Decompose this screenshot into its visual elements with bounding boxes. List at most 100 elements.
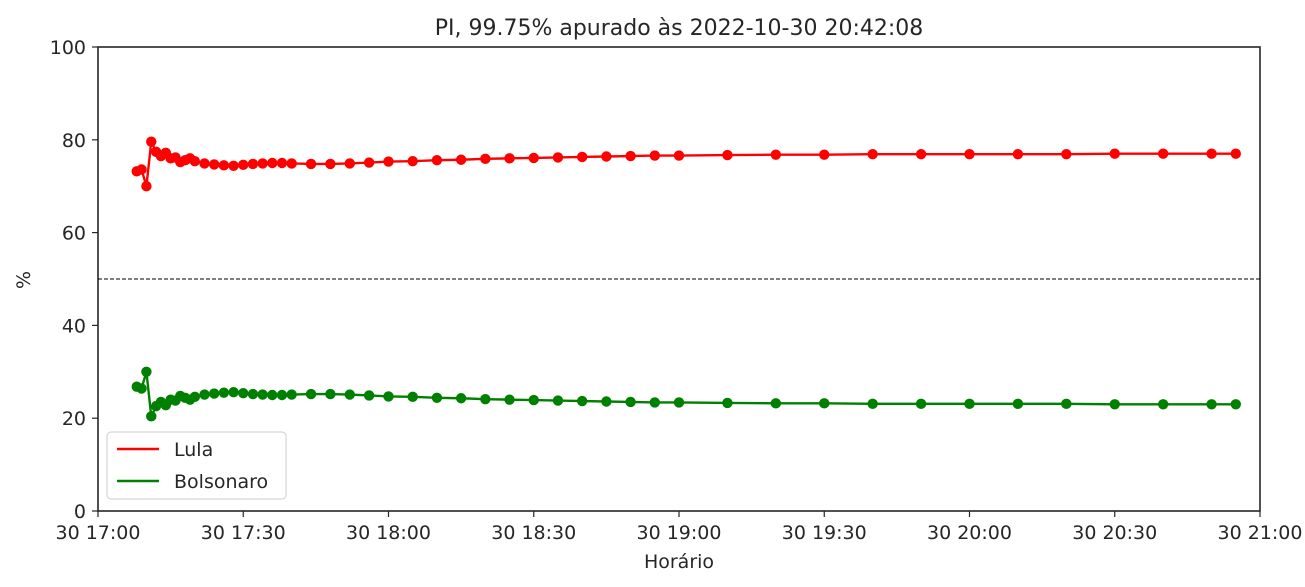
data-point-lula [257, 158, 268, 169]
data-point-lula [480, 153, 491, 165]
legend: Lula Bolsonaro [106, 431, 287, 500]
data-point-lula [407, 155, 418, 167]
data-point-bolsonaro [722, 397, 733, 409]
data-point-bolsonaro [601, 396, 612, 407]
data-point-bolsonaro [915, 398, 927, 410]
series-lula [131, 136, 1241, 192]
data-point-lula [238, 159, 249, 171]
y-axis-label: % [13, 271, 35, 289]
x-tick-label: 30 18:30 [491, 522, 576, 544]
x-tick-label: 30 17:00 [56, 522, 141, 544]
data-point-lula [305, 158, 317, 170]
legend-label-bolsonaro: Bolsonaro [174, 471, 268, 493]
data-point-bolsonaro [325, 388, 336, 400]
x-tick-label: 30 21:00 [1218, 522, 1303, 544]
data-point-lula [1230, 148, 1241, 159]
data-point-bolsonaro [209, 388, 220, 399]
data-point-bolsonaro [146, 411, 157, 422]
data-point-bolsonaro [199, 389, 210, 400]
data-point-lula [199, 158, 210, 169]
data-point-lula [625, 150, 636, 162]
data-point-lula [228, 160, 239, 171]
data-point-bolsonaro [455, 393, 467, 404]
data-point-bolsonaro [238, 387, 249, 399]
data-point-lula [964, 148, 975, 160]
data-point-bolsonaro [1157, 399, 1169, 410]
data-point-bolsonaro [407, 391, 418, 403]
data-point-lula [325, 158, 336, 170]
data-point-bolsonaro [189, 391, 201, 403]
data-point-bolsonaro [228, 387, 239, 398]
y-tick-label: 100 [50, 37, 86, 59]
data-point-lula [649, 150, 660, 161]
data-point-lula [383, 156, 394, 167]
data-point-bolsonaro [819, 398, 830, 409]
data-point-lula [1109, 148, 1120, 159]
data-point-bolsonaro [480, 393, 491, 405]
data-point-lula [189, 155, 201, 167]
y-axis: 0 20 40 60 80 100 [50, 37, 98, 523]
data-point-lula [722, 149, 733, 161]
data-point-bolsonaro [504, 394, 515, 405]
data-point-lula [455, 154, 467, 165]
data-point-lula [146, 136, 157, 147]
series-layer [131, 136, 1241, 422]
data-point-bolsonaro [257, 389, 268, 400]
chart-title: PI, 99.75% apurado às 2022-10-30 20:42:0… [435, 16, 924, 41]
x-tick-label: 30 18:00 [346, 522, 431, 544]
y-tick-label: 40 [62, 315, 86, 337]
data-point-bolsonaro [383, 391, 394, 402]
data-point-bolsonaro [867, 398, 878, 410]
data-point-bolsonaro [431, 392, 443, 403]
data-point-lula [344, 158, 355, 169]
data-point-bolsonaro [247, 388, 259, 400]
series-bolsonaro [131, 366, 1241, 422]
data-point-bolsonaro [1012, 398, 1024, 410]
x-axis-label: Horário [644, 551, 714, 573]
data-point-lula [141, 181, 152, 192]
data-point-bolsonaro [363, 390, 375, 401]
data-point-bolsonaro [286, 389, 297, 400]
y-tick-label: 80 [62, 130, 86, 152]
y-tick-label: 0 [74, 501, 86, 523]
data-point-bolsonaro [576, 395, 588, 407]
data-point-bolsonaro [964, 398, 975, 410]
x-tick-label: 30 20:00 [927, 522, 1012, 544]
data-point-lula [218, 160, 230, 171]
data-point-bolsonaro [344, 389, 355, 400]
data-point-lula [819, 149, 830, 160]
y-tick-label: 20 [62, 408, 86, 430]
x-tick-label: 30 17:30 [201, 522, 286, 544]
data-point-lula [431, 155, 443, 166]
data-point-bolsonaro [218, 387, 230, 398]
x-tick-label: 30 19:00 [637, 522, 722, 544]
data-point-lula [286, 158, 297, 169]
data-point-lula [576, 151, 588, 163]
y-tick-label: 60 [62, 223, 86, 245]
data-point-lula [267, 157, 278, 169]
data-point-bolsonaro [625, 396, 636, 408]
data-point-lula [136, 164, 147, 175]
x-tick-label: 30 20:30 [1072, 522, 1157, 544]
legend-label-lula: Lula [174, 439, 213, 461]
data-point-lula [528, 152, 539, 164]
data-point-lula [209, 159, 220, 170]
data-point-bolsonaro [276, 389, 288, 401]
data-point-bolsonaro [1206, 399, 1217, 410]
data-point-lula [552, 152, 564, 163]
data-point-lula [867, 148, 878, 160]
data-point-bolsonaro [136, 383, 147, 394]
x-tick-label: 30 19:30 [782, 522, 867, 544]
data-point-lula [1157, 148, 1169, 159]
data-point-lula [247, 158, 259, 170]
x-axis: 30 17:00 30 17:30 30 18:00 30 18:30 30 19:00… [56, 511, 1303, 544]
data-point-lula [363, 157, 375, 168]
data-point-bolsonaro [1109, 399, 1120, 410]
data-point-bolsonaro [305, 388, 317, 400]
data-point-lula [1061, 148, 1072, 160]
data-point-lula [770, 149, 782, 160]
data-point-lula [276, 157, 288, 169]
data-point-bolsonaro [552, 395, 564, 406]
data-point-bolsonaro [673, 397, 685, 408]
